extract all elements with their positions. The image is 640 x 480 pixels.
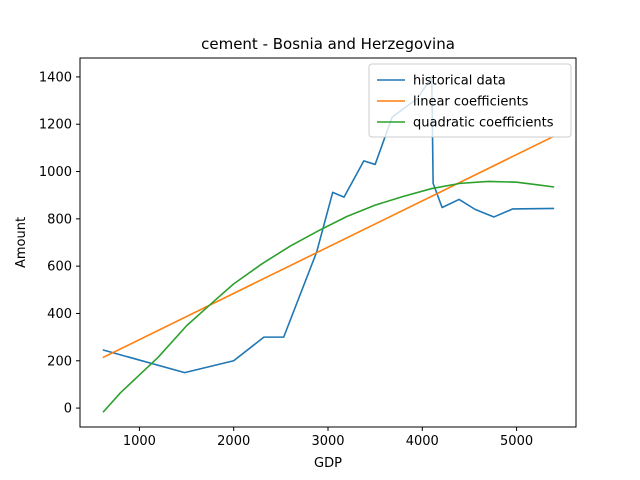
y-tick-label-6: 1200 <box>39 118 72 133</box>
legend-label-2: quadratic coefficients <box>413 116 554 131</box>
x-tick-label-2: 3000 <box>311 434 344 449</box>
legend: historical data linear coefficients quadra… <box>368 63 572 138</box>
x-tick-label-3: 4000 <box>406 434 439 449</box>
x-tick-label-4: 5000 <box>500 434 533 449</box>
legend-box <box>368 63 572 138</box>
legend-label-1: linear coefficients <box>413 95 529 110</box>
y-tick-label-3: 600 <box>47 260 72 275</box>
x-tick-label-0: 1000 <box>123 434 156 449</box>
y-tick-label-7: 1400 <box>39 70 72 85</box>
legend-label-0: historical data <box>413 74 506 89</box>
y-tick-label-1: 200 <box>47 354 72 369</box>
y-tick-label-5: 1000 <box>39 165 72 180</box>
y-tick-label-4: 800 <box>47 212 72 227</box>
y-tick-label-2: 400 <box>47 307 72 322</box>
y-axis-label: Amount <box>14 217 29 268</box>
ticks-layer: 1000 2000 3000 4000 5000 0 200 400 600 800 1000 120… <box>39 70 533 449</box>
series-line-1 <box>102 135 555 359</box>
y-tick-label-0: 0 <box>64 402 72 417</box>
x-axis-label: GDP <box>314 456 342 471</box>
chart-title: cement - Bosnia and Herzegovina <box>201 35 455 53</box>
series-line-0 <box>102 76 555 374</box>
x-tick-label-1: 2000 <box>217 434 250 449</box>
series-layer <box>102 76 555 413</box>
series-line-2 <box>102 180 555 413</box>
